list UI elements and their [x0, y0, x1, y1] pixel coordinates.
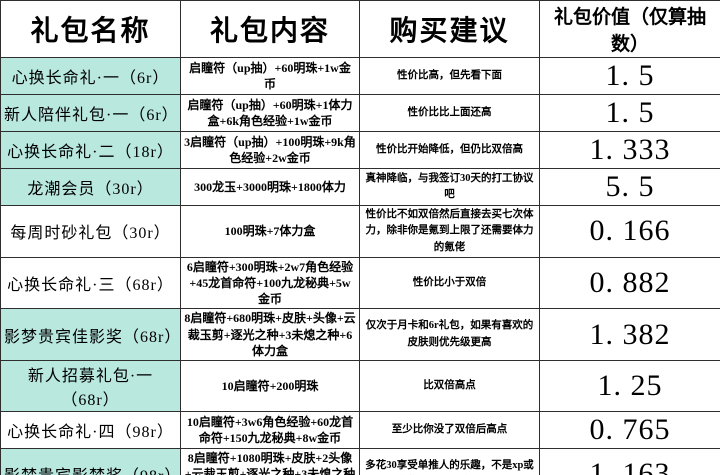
table-row: 心换长命礼·三（68r） 6启瞳符+300明珠+2w7角色经验+45龙首命符+1…	[0, 256, 720, 310]
pack-content-cell: 启瞳符（up抽）+60明珠+1w金币	[180, 57, 360, 95]
table-row: 影梦贵宾影梦奖（98r） 8启瞳符+1080明珠+皮肤+2头像+云裁玉剪+逐光之…	[0, 447, 720, 475]
pack-name-cell: 龙潮会员（30r）	[0, 168, 181, 206]
advice-cell: 多花30享受单推人的乐趣，不是xp或收集党不建议购入此档	[359, 447, 540, 475]
table-row: 新人陪伴礼包·一（6r） 启瞳符（up抽）+60明珠+1体力盒+6k角色经验+1…	[0, 94, 720, 132]
table-row: 心换长命礼·一（6r） 启瞳符（up抽）+60明珠+1w金币 性价比高，但先看下…	[0, 57, 720, 95]
header-row: 礼包名称 礼包内容 购买建议 礼包价值（仅算抽数）	[0, 0, 720, 58]
value-cell: 1. 5	[539, 94, 720, 132]
pack-content-cell: 10启瞳符+200明珠	[180, 359, 360, 412]
pack-name-cell: 心换长命礼·二（18r）	[0, 131, 181, 169]
value-cell: 1. 25	[539, 359, 720, 412]
header-pack-content: 礼包内容	[180, 0, 360, 58]
value-cell: 0. 882	[539, 256, 720, 310]
advice-cell: 比双倍高点	[359, 359, 540, 412]
value-cell: 1. 382	[539, 308, 720, 361]
pack-name-cell: 心换长命礼·三（68r）	[0, 256, 181, 310]
pack-name-cell: 影梦贵宾影梦奖（98r）	[0, 447, 181, 475]
pack-content-cell: 100明珠+7体力盒	[180, 205, 360, 258]
value-cell: 1. 163	[539, 447, 720, 475]
pack-content-cell: 8启瞳符+680明珠+皮肤+头像+云裁玉剪+逐光之种+3未熄之种+6体力盒	[180, 308, 360, 361]
value-cell: 1. 5	[539, 57, 720, 95]
advice-cell: 性价比高，但先看下面	[359, 57, 540, 95]
pack-name-cell: 新人陪伴礼包·一（6r）	[0, 94, 181, 132]
pack-name-cell: 每周时砂礼包（30r）	[0, 205, 181, 258]
pack-name-cell: 心换长命礼·四（98r）	[0, 410, 181, 449]
pack-name-cell: 新人招募礼包·一（68r）	[0, 359, 181, 412]
table-row: 心换长命礼·二（18r） 3启瞳符（up抽）+100明珠+9k角色经验+2w金币…	[0, 131, 720, 169]
advice-cell: 性价比小于双倍	[359, 256, 540, 310]
advice-cell: 性价比比上面还高	[359, 94, 540, 132]
header-pack-name: 礼包名称	[0, 0, 181, 58]
value-cell: 0. 765	[539, 410, 720, 449]
advice-cell: 仅次于月卡和6r礼包，如果有喜欢的皮肤则优先级更高	[359, 308, 540, 361]
header-purchase-advice: 购买建议	[359, 0, 540, 58]
pack-content-cell: 10启瞳符+3w6角色经验+60龙首命符+150九龙秘典+8w金币	[180, 410, 360, 449]
table-row: 每周时砂礼包（30r） 100明珠+7体力盒 性价比不如双倍然后直接去买七次体力…	[0, 205, 720, 258]
pack-content-cell: 8启瞳符+1080明珠+皮肤+2头像+云裁玉剪+逐光之种+3未熄之种+11体力盒…	[180, 447, 360, 475]
value-cell: 0. 166	[539, 205, 720, 258]
value-cell: 5. 5	[539, 168, 720, 206]
table-row: 心换长命礼·四（98r） 10启瞳符+3w6角色经验+60龙首命符+150九龙秘…	[0, 410, 720, 449]
advice-cell: 真神降临，与我签订30天的打工协议吧	[359, 168, 540, 206]
value-cell: 1. 333	[539, 131, 720, 169]
table-row: 龙潮会员（30r） 300龙玉+3000明珠+1800体力 真神降临，与我签订3…	[0, 168, 720, 206]
header-pack-value: 礼包价值（仅算抽数）	[539, 0, 720, 58]
pack-content-cell: 启瞳符（up抽）+60明珠+1体力盒+6k角色经验+1w金币	[180, 94, 360, 132]
advice-cell: 性价比不如双倍然后直接去买七次体力，除非你是氪到上限了还需要体力的氪佬	[359, 205, 540, 258]
pack-content-cell: 6启瞳符+300明珠+2w7角色经验+45龙首命符+100九龙秘典+5w金币	[180, 256, 360, 310]
pack-name-cell: 心换长命礼·一（6r）	[0, 57, 181, 95]
pack-name-cell: 影梦贵宾佳影奖（68r）	[0, 308, 181, 361]
pack-content-cell: 3启瞳符（up抽）+100明珠+9k角色经验+2w金币	[180, 131, 360, 169]
pack-content-cell: 300龙玉+3000明珠+1800体力	[180, 168, 360, 206]
advice-cell: 性价比开始降低，但仍比双倍高	[359, 131, 540, 169]
table-row: 影梦贵宾佳影奖（68r） 8启瞳符+680明珠+皮肤+头像+云裁玉剪+逐光之种+…	[0, 308, 720, 361]
advice-cell: 至少比你没了双倍后高点	[359, 410, 540, 449]
table-row: 新人招募礼包·一（68r） 10启瞳符+200明珠 比双倍高点 1. 25	[0, 359, 720, 412]
